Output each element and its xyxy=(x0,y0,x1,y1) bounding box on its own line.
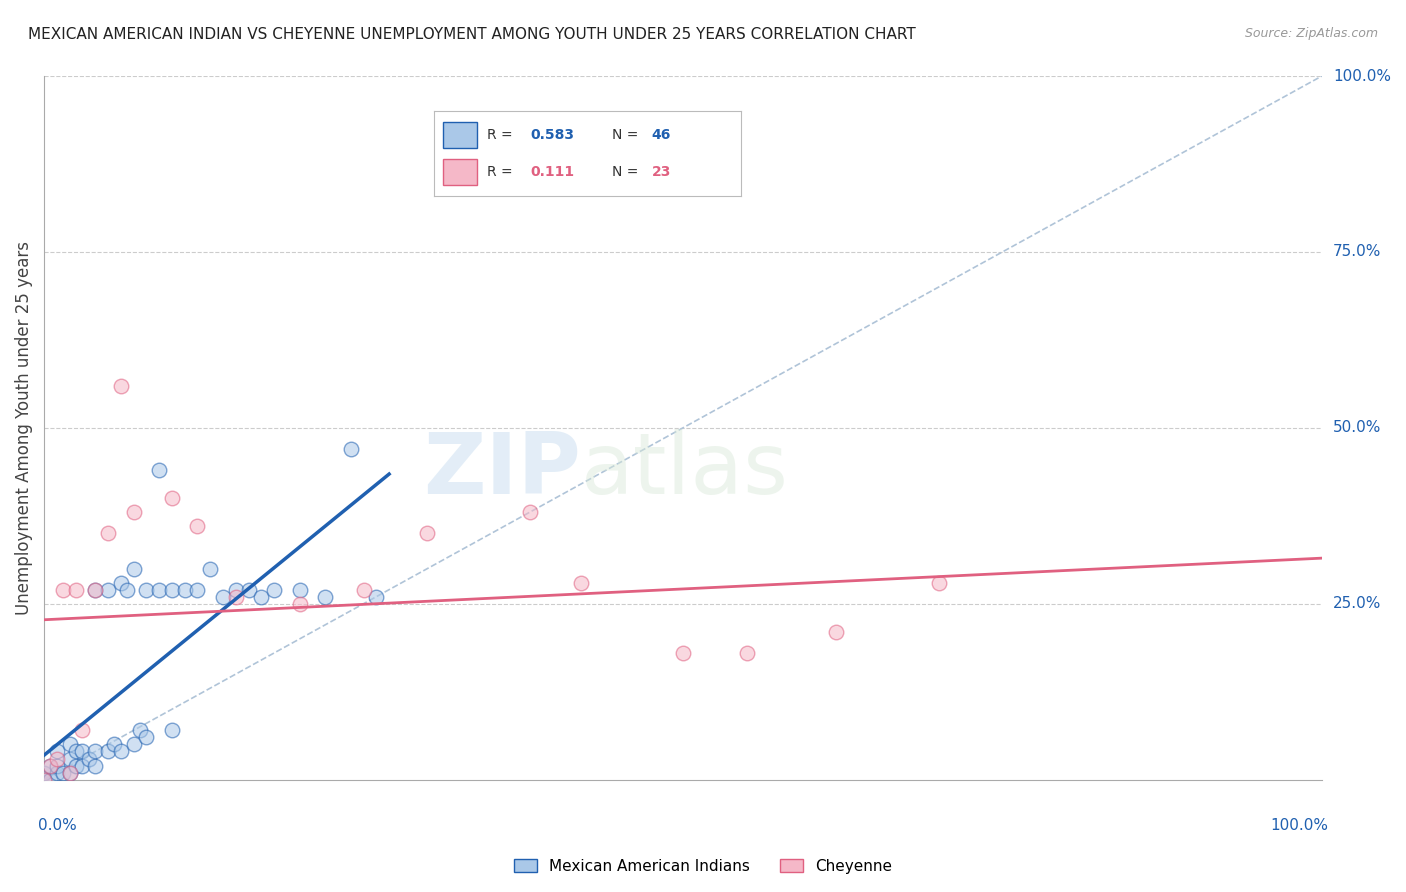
Point xyxy=(928,575,950,590)
Point xyxy=(200,561,222,575)
Point xyxy=(59,751,82,765)
Point xyxy=(288,582,311,597)
Point xyxy=(160,582,183,597)
Y-axis label: Unemployment Among Youth under 25 years: Unemployment Among Youth under 25 years xyxy=(15,241,32,615)
Point xyxy=(238,582,260,597)
Point xyxy=(45,765,67,780)
Point xyxy=(39,758,62,772)
Point xyxy=(519,505,541,519)
Point xyxy=(97,526,120,541)
Point xyxy=(65,758,87,772)
Text: 100.0%: 100.0% xyxy=(1270,818,1329,833)
Point xyxy=(135,731,157,745)
Point xyxy=(339,442,361,456)
Point xyxy=(825,624,848,639)
Point xyxy=(52,765,75,780)
Point xyxy=(97,582,120,597)
Text: atlas: atlas xyxy=(581,428,789,511)
Point xyxy=(225,590,247,604)
Point xyxy=(45,751,67,765)
Point xyxy=(314,590,336,604)
Point xyxy=(65,744,87,758)
Point xyxy=(263,582,285,597)
Point xyxy=(173,582,195,597)
Point xyxy=(65,582,87,597)
Point xyxy=(416,526,439,541)
Point xyxy=(72,744,94,758)
Point xyxy=(39,758,62,772)
Point xyxy=(160,723,183,738)
Point xyxy=(32,765,55,780)
Point xyxy=(110,575,132,590)
Point xyxy=(110,744,132,758)
Point xyxy=(59,765,82,780)
Point xyxy=(103,738,125,752)
Point xyxy=(45,758,67,772)
Text: MEXICAN AMERICAN INDIAN VS CHEYENNE UNEMPLOYMENT AMONG YOUTH UNDER 25 YEARS CORR: MEXICAN AMERICAN INDIAN VS CHEYENNE UNEM… xyxy=(28,27,915,42)
Point xyxy=(122,561,145,575)
Point xyxy=(212,590,235,604)
Text: 50.0%: 50.0% xyxy=(1333,420,1381,435)
Point xyxy=(288,597,311,611)
Point xyxy=(32,772,55,787)
Point xyxy=(97,744,120,758)
Point xyxy=(115,582,138,597)
Point xyxy=(39,772,62,787)
Point xyxy=(672,646,695,660)
Point xyxy=(353,582,375,597)
Point xyxy=(84,582,107,597)
Point xyxy=(569,575,592,590)
Point xyxy=(52,582,75,597)
Point xyxy=(122,505,145,519)
Point xyxy=(186,519,208,533)
Point xyxy=(84,744,107,758)
Point xyxy=(135,582,157,597)
Text: ZIP: ZIP xyxy=(423,428,581,511)
Legend: Mexican American Indians, Cheyenne: Mexican American Indians, Cheyenne xyxy=(508,853,898,880)
Point xyxy=(32,772,55,787)
Text: 0.0%: 0.0% xyxy=(38,818,76,833)
Point xyxy=(110,378,132,392)
Point xyxy=(77,751,100,765)
Point xyxy=(160,491,183,506)
Point xyxy=(225,582,247,597)
Text: 75.0%: 75.0% xyxy=(1333,244,1381,260)
Point xyxy=(72,723,94,738)
Point xyxy=(59,738,82,752)
Text: 25.0%: 25.0% xyxy=(1333,596,1381,611)
Point xyxy=(84,758,107,772)
Point xyxy=(148,582,170,597)
Point xyxy=(84,582,107,597)
Point xyxy=(148,463,170,477)
Point xyxy=(735,646,758,660)
Text: Source: ZipAtlas.com: Source: ZipAtlas.com xyxy=(1244,27,1378,40)
Point xyxy=(366,590,388,604)
Point xyxy=(186,582,208,597)
Point xyxy=(72,758,94,772)
Text: 100.0%: 100.0% xyxy=(1333,69,1391,84)
Point xyxy=(129,723,152,738)
Point xyxy=(59,765,82,780)
Point xyxy=(250,590,273,604)
Point xyxy=(122,738,145,752)
Point xyxy=(45,744,67,758)
